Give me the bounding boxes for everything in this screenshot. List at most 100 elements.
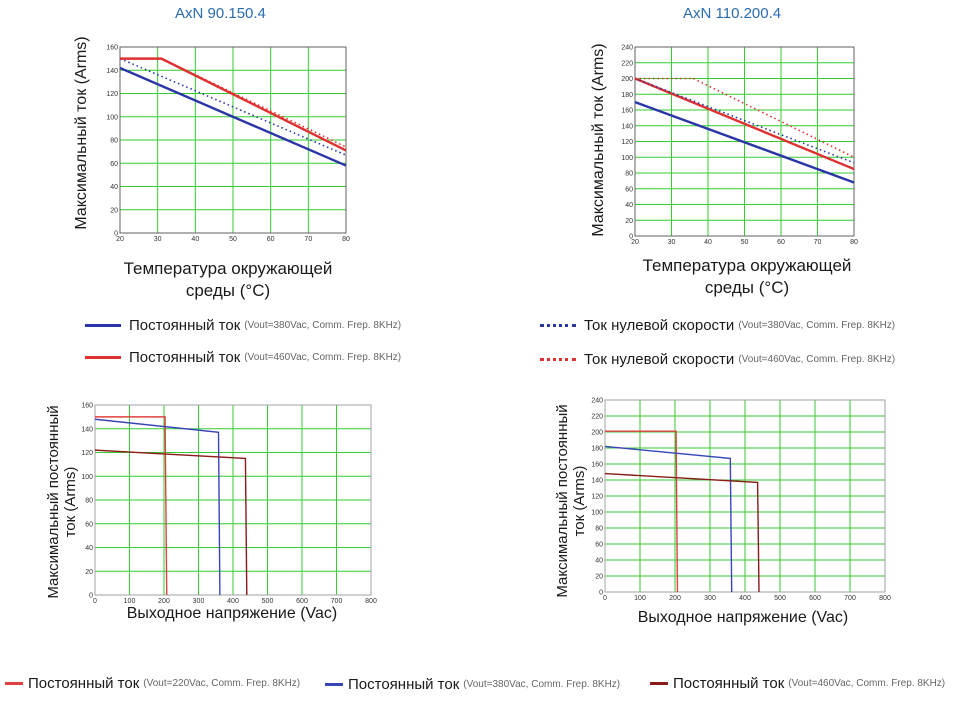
x-tick-label: 400 bbox=[739, 595, 751, 602]
series-line-1 bbox=[119, 66, 347, 167]
plot-frame bbox=[119, 46, 347, 234]
y-tick-label: 40 bbox=[595, 558, 603, 565]
legend-top-sub-2: (Vout=460Vac, Comm. Frep. 8KHz) bbox=[244, 352, 402, 363]
legend-bottom-item-1: Постоянный ток (Vout=220Vac, Comm. Frep.… bbox=[5, 675, 300, 692]
x-tick-label: 700 bbox=[844, 595, 856, 602]
y-tick-label: 60 bbox=[110, 161, 118, 168]
legend-top-label-4: Ток нулевой скорости bbox=[584, 351, 735, 368]
y-tick-label: 0 bbox=[629, 234, 633, 241]
x-tick-label: 300 bbox=[704, 595, 716, 602]
x-tick-label: 0 bbox=[93, 598, 97, 605]
legend-top-swatch-4 bbox=[540, 358, 576, 361]
y-tick-label: 60 bbox=[595, 542, 603, 549]
x-tick-label: 80 bbox=[850, 239, 858, 246]
legend-bottom-label-3: Постоянный ток bbox=[673, 675, 785, 692]
legend-bottom-swatch-2 bbox=[325, 683, 343, 686]
y-tick-label: 200 bbox=[621, 76, 633, 83]
chart2-xlabel-line1: Температура окружающей bbox=[642, 256, 852, 275]
plot-frame bbox=[634, 46, 855, 237]
x-tick-label: 70 bbox=[814, 239, 822, 246]
legend-bottom-sub-2: (Vout=380Vac, Comm. Frep. 8KHz) bbox=[463, 679, 621, 690]
chart1-title: AxN 90.150.4 bbox=[175, 5, 266, 22]
chart3-ylabel-line1: Максимальный постоянный bbox=[45, 405, 62, 599]
y-tick-label: 80 bbox=[110, 138, 118, 145]
chart1-xlabel: Температура окружающей среды (°C) bbox=[98, 258, 358, 302]
chart4-ylabel-line1: Максимальный постоянный bbox=[554, 404, 571, 598]
legend-top-item-1: Постоянный ток (Vout=380Vac, Comm. Frep.… bbox=[85, 317, 401, 334]
x-tick-label: 40 bbox=[704, 239, 712, 246]
x-tick-label: 100 bbox=[124, 598, 136, 605]
plot-frame bbox=[94, 404, 372, 596]
plot-frame bbox=[604, 399, 886, 593]
x-tick-label: 700 bbox=[331, 598, 343, 605]
y-tick-label: 0 bbox=[599, 590, 603, 597]
y-tick-label: 120 bbox=[81, 450, 93, 457]
x-tick-label: 800 bbox=[365, 598, 377, 605]
x-tick-label: 70 bbox=[304, 236, 312, 243]
x-tick-label: 0 bbox=[603, 595, 607, 602]
legend-top-label-3: Ток нулевой скорости bbox=[584, 317, 735, 334]
y-tick-label: 180 bbox=[621, 92, 633, 99]
chart4-ylabel: Максимальный постоянный ток (Arms) bbox=[554, 396, 588, 606]
y-tick-label: 20 bbox=[85, 569, 93, 576]
legend-top-sub-3: (Vout=380Vac, Comm. Frep. 8KHz) bbox=[738, 320, 896, 331]
y-tick-label: 60 bbox=[625, 186, 633, 193]
x-tick-label: 500 bbox=[774, 595, 786, 602]
legend-bottom-label-1: Постоянный ток bbox=[28, 675, 140, 692]
legend-top-swatch-3 bbox=[540, 324, 576, 327]
series-line-3 bbox=[119, 57, 347, 156]
x-tick-label: 80 bbox=[342, 236, 350, 243]
y-tick-label: 220 bbox=[621, 60, 633, 67]
series-line-3 bbox=[604, 472, 760, 593]
y-tick-label: 220 bbox=[591, 414, 603, 421]
y-tick-label: 120 bbox=[591, 494, 603, 501]
y-tick-label: 40 bbox=[85, 545, 93, 552]
legend-bottom-item-3: Постоянный ток (Vout=460Vac, Comm. Frep.… bbox=[650, 675, 945, 692]
y-tick-label: 160 bbox=[106, 45, 118, 52]
y-tick-label: 180 bbox=[591, 446, 603, 453]
x-tick-label: 500 bbox=[262, 598, 274, 605]
x-tick-label: 20 bbox=[116, 236, 124, 243]
series-line-4 bbox=[635, 77, 855, 158]
y-tick-label: 240 bbox=[621, 45, 633, 52]
series-line-1 bbox=[605, 430, 679, 593]
x-tick-label: 30 bbox=[668, 239, 676, 246]
y-tick-label: 160 bbox=[591, 462, 603, 469]
legend-top-item-2: Постоянный ток (Vout=460Vac, Comm. Frep.… bbox=[85, 349, 401, 366]
y-tick-label: 140 bbox=[591, 478, 603, 485]
x-tick-label: 60 bbox=[267, 236, 275, 243]
chart2-ylabel: Максимальный ток (Arms) bbox=[590, 43, 607, 237]
series-line-2 bbox=[94, 418, 221, 596]
legend-top-label-2: Постоянный ток bbox=[129, 349, 241, 366]
x-tick-label: 200 bbox=[669, 595, 681, 602]
y-tick-label: 140 bbox=[621, 123, 633, 130]
x-tick-label: 100 bbox=[634, 595, 646, 602]
x-tick-label: 400 bbox=[227, 598, 239, 605]
chart3-xlabel: Выходное напряжение (Vac) bbox=[126, 605, 338, 622]
chart4-ylabel-line2: ток (Arms) bbox=[571, 465, 588, 537]
chart4-voltage-current: 0 100 200 300 400 500 600 700 800 0 20 40 60 80 100 120… bbox=[591, 398, 891, 603]
series-line-2 bbox=[634, 77, 855, 171]
y-tick-label: 140 bbox=[81, 426, 93, 433]
chart2-xlabel: Температура окружающей среды (°C) bbox=[617, 255, 877, 299]
legend-bottom-item-2: Постоянный ток (Vout=380Vac, Comm. Frep.… bbox=[325, 676, 620, 693]
y-tick-label: 160 bbox=[621, 108, 633, 115]
legend-top-swatch-2 bbox=[85, 356, 121, 359]
y-tick-label: 20 bbox=[625, 218, 633, 225]
legend-top-sub-4: (Vout=460Vac, Comm. Frep. 8KHz) bbox=[738, 354, 896, 365]
y-tick-label: 120 bbox=[621, 139, 633, 146]
chart3-ylabel: Максимальный постоянный ток (Arms) bbox=[45, 397, 79, 607]
series-line-2 bbox=[604, 445, 733, 593]
series-line-3 bbox=[94, 449, 248, 596]
y-tick-label: 80 bbox=[85, 498, 93, 505]
x-tick-label: 50 bbox=[741, 239, 749, 246]
y-tick-label: 80 bbox=[595, 526, 603, 533]
y-tick-label: 100 bbox=[621, 155, 633, 162]
chart1-xlabel-line2: среды (°C) bbox=[185, 281, 271, 300]
chart2-title: AxN 110.200.4 bbox=[683, 5, 782, 22]
x-tick-label: 300 bbox=[193, 598, 205, 605]
y-tick-label: 0 bbox=[114, 231, 118, 238]
x-tick-label: 40 bbox=[191, 236, 199, 243]
y-tick-label: 160 bbox=[81, 403, 93, 410]
